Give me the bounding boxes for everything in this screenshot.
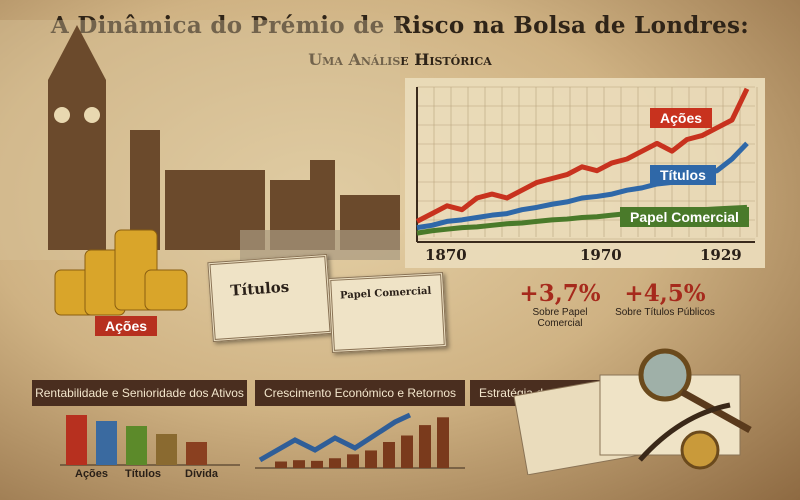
stat-titulos-publicos: +4,5% Sobre Títulos Públicos <box>610 280 720 318</box>
bar <box>437 417 449 468</box>
bar <box>365 450 377 468</box>
section-banner-rentabilidade: Rentabilidade e Senioridade dos Ativos <box>32 380 247 406</box>
legend-acoes: Ações <box>650 108 713 128</box>
stat-label: Sobre Títulos Públicos <box>615 307 715 318</box>
series-acoes-line <box>415 87 750 224</box>
stat-label: Sobre Papel Comercial <box>532 307 588 329</box>
compass-icon <box>680 430 720 470</box>
bar <box>293 460 305 468</box>
legend-papel-comercial: Papel Comercial <box>620 207 749 227</box>
bar <box>156 434 177 465</box>
investment-strategy-illustration <box>513 348 752 475</box>
stat-papel-comercial: +3,7% Sobre Papel Comercial <box>510 280 610 329</box>
bar <box>419 425 431 468</box>
seniority-bar-chart <box>60 415 240 466</box>
bar <box>186 442 207 465</box>
legend-titulos: Títulos <box>650 165 716 185</box>
bar <box>66 415 87 465</box>
magnifying-glass-icon <box>638 348 692 402</box>
page-title: A Dinâmica do Prémio de Risco na Bolsa d… <box>50 12 750 39</box>
bar <box>347 454 359 468</box>
stat-value: +3,7% <box>519 280 601 307</box>
category-acoes: Ações <box>75 468 109 480</box>
bar <box>329 458 341 468</box>
titulos-certificate: Títulos <box>207 253 333 343</box>
trend-arrow <box>258 412 412 463</box>
bar <box>401 435 413 468</box>
x-tick-1970: 1970 <box>580 246 622 264</box>
category-titulos: Títulos <box>125 468 162 480</box>
certificate-title: Papel Comercial <box>339 285 432 302</box>
section-banner-crescimento: Crescimento Económico e Retornos <box>255 380 465 406</box>
bar <box>96 421 117 465</box>
gold-coins-icon <box>54 229 188 316</box>
certificate-title: Títulos <box>229 277 290 300</box>
x-tick-1870: 1870 <box>425 246 467 264</box>
bar <box>311 460 323 468</box>
papel-comercial-certificate: Papel Comercial <box>328 272 447 353</box>
london-skyline-illustration <box>0 20 400 260</box>
category-divida: Dívida <box>185 468 219 480</box>
page-subtitle: Uma Análise Histórica <box>308 50 492 69</box>
coins-label: Ações <box>95 316 158 336</box>
x-tick-1929: 1929 <box>700 246 742 264</box>
quill-icon <box>638 402 731 462</box>
growth-bar-chart <box>255 412 465 469</box>
stat-value: +4,5% <box>624 280 706 307</box>
bar <box>126 426 147 465</box>
bar <box>383 442 395 468</box>
bar <box>275 461 287 468</box>
